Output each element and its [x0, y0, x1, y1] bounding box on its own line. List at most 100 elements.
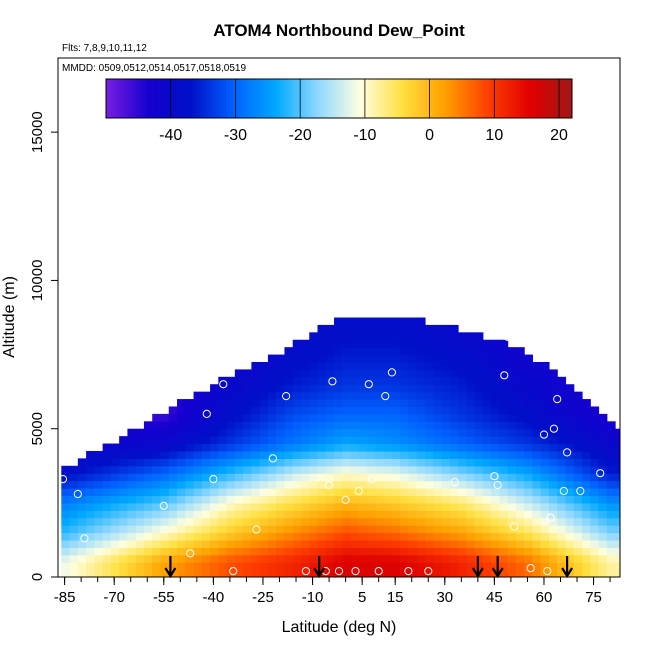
heatmap-cell	[590, 443, 600, 452]
heatmap-cell	[185, 562, 195, 571]
heatmap-cell	[143, 458, 153, 467]
heatmap-cell	[424, 450, 434, 459]
heatmap-cell	[474, 339, 484, 348]
heatmap-cell	[143, 421, 153, 430]
heatmap-cell	[458, 332, 467, 341]
heatmap-cell	[251, 458, 261, 467]
heatmap-cell	[127, 502, 137, 511]
heatmap-cell	[119, 517, 129, 526]
heatmap-cell	[110, 517, 120, 526]
heatmap-cell	[532, 428, 542, 437]
heatmap-cell	[606, 428, 616, 437]
colorbar-segment	[543, 79, 547, 118]
heatmap-cell	[160, 525, 170, 534]
heatmap-cell	[458, 399, 467, 408]
colorbar-segment	[230, 79, 234, 118]
heatmap-cell	[383, 488, 393, 497]
heatmap-cell	[532, 413, 542, 422]
colorbar-segment	[408, 79, 412, 118]
heatmap-cell	[548, 525, 558, 534]
heatmap-cell	[433, 510, 443, 519]
heatmap-cell	[152, 510, 162, 519]
heatmap-cell	[565, 406, 575, 415]
heatmap-cell	[251, 361, 261, 370]
heatmap-cell	[532, 532, 542, 541]
heatmap-cell	[185, 488, 195, 497]
colorbar-segment	[266, 79, 270, 118]
heatmap-cell	[325, 428, 335, 437]
observation-point	[549, 424, 559, 433]
heatmap-cell	[267, 413, 277, 422]
heatmap-cell	[441, 361, 451, 370]
heatmap-cell	[375, 339, 385, 348]
heatmap-cell	[276, 406, 286, 415]
heatmap-cell	[581, 480, 591, 489]
heatmap-cell	[243, 488, 252, 497]
heatmap-cell	[424, 465, 434, 474]
heatmap-cell	[416, 547, 426, 556]
heatmap-cell	[234, 547, 244, 556]
heatmap-cell	[259, 369, 269, 378]
heatmap-cell	[226, 406, 236, 415]
heatmap-cell	[466, 547, 476, 556]
heatmap-cell	[152, 569, 162, 577]
heatmap-cell	[218, 525, 228, 534]
heatmap-cell	[449, 413, 459, 422]
heatmap-cell	[449, 399, 459, 408]
heatmap-cell	[548, 502, 558, 511]
heatmap-cell	[375, 495, 385, 504]
heatmap-cell	[598, 473, 608, 482]
heatmap-cell	[259, 473, 269, 482]
heatmap-cell	[416, 399, 426, 408]
heatmap-cell	[300, 517, 310, 526]
heatmap-cell	[581, 436, 591, 445]
x-tick-label: -85	[54, 589, 76, 606]
heatmap-cell	[119, 562, 129, 571]
heatmap-cell	[540, 413, 550, 422]
heatmap-cell	[69, 465, 79, 474]
heatmap-cell	[515, 480, 525, 489]
heatmap-cell	[300, 413, 310, 422]
heatmap-cell	[458, 539, 467, 548]
heatmap-cell	[416, 525, 426, 534]
heatmap-cell	[300, 547, 310, 556]
observation-point	[424, 567, 433, 576]
colorbar-segment	[414, 79, 418, 118]
heatmap-cell	[408, 547, 418, 556]
x-tick-label: 5	[358, 589, 366, 606]
heatmap-cell	[367, 547, 376, 556]
flight-arrow	[164, 556, 177, 579]
heatmap-cell	[350, 428, 360, 437]
heatmap-cell	[532, 450, 542, 459]
heatmap-cell	[86, 495, 95, 504]
heatmap-cell	[342, 384, 352, 393]
heatmap-cell	[243, 547, 252, 556]
heatmap-cell	[61, 502, 71, 511]
heatmap-cell	[474, 332, 484, 341]
heatmap-cell	[590, 532, 600, 541]
heatmap-cell	[449, 384, 459, 393]
heatmap-cell	[325, 406, 335, 415]
heatmap-cell	[540, 525, 550, 534]
heatmap-cell	[251, 554, 261, 563]
heatmap-cell	[276, 502, 286, 511]
heatmap-cell	[317, 347, 327, 356]
heatmap-cell	[152, 436, 162, 445]
colorbar-segment	[489, 79, 493, 118]
heatmap-cell	[210, 517, 219, 526]
heatmap-cell	[598, 450, 608, 459]
heatmap-cell	[540, 428, 550, 437]
heatmap-cell	[524, 502, 533, 511]
heatmap-cell	[102, 465, 112, 474]
heatmap-cell	[102, 562, 112, 571]
heatmap-cell	[400, 421, 410, 430]
heatmap-cell	[367, 436, 376, 445]
heatmap-cell	[276, 421, 286, 430]
heatmap-cell	[590, 547, 600, 556]
heatmap-cell	[532, 569, 542, 577]
colorbar-segment	[512, 79, 516, 118]
heatmap-cell	[449, 376, 459, 385]
heatmap-cell	[573, 502, 583, 511]
heatmap-cell	[77, 569, 87, 577]
colorbar-segment	[509, 79, 513, 118]
